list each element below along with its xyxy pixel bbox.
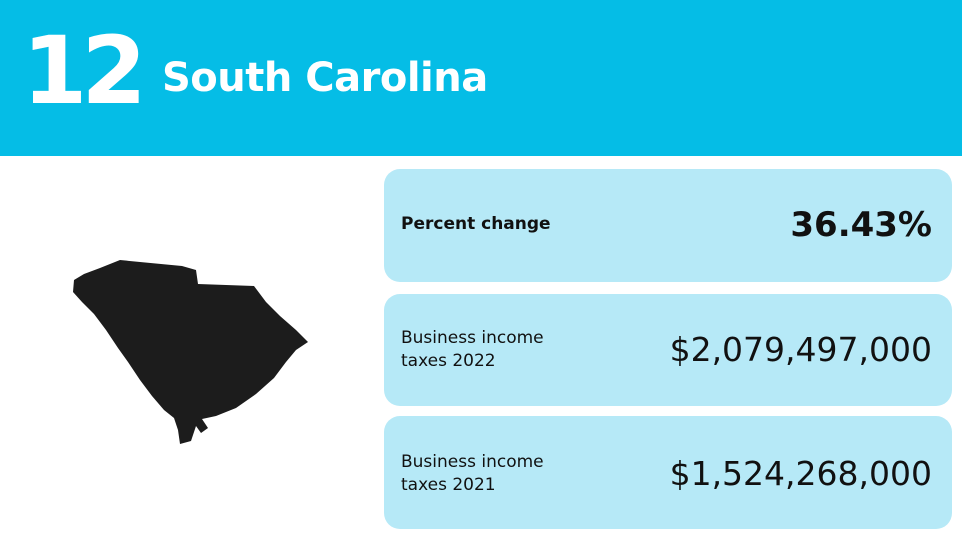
taxes-2022-value: $2,079,497,000 (669, 330, 932, 369)
rank-number: 12 (22, 17, 147, 126)
percent-change-card: Percent change 36.43% (384, 169, 952, 282)
taxes-2021-card: Business income taxes 2021 $1,524,268,00… (384, 416, 952, 529)
taxes-2022-card: Business income taxes 2022 $2,079,497,00… (384, 294, 952, 406)
taxes-2022-label: Business income taxes 2022 (401, 328, 544, 371)
south-carolina-map-icon (60, 250, 320, 460)
state-name: South Carolina (162, 55, 488, 101)
percent-change-value: 36.43% (790, 205, 932, 245)
header-banner: 12 South Carolina (0, 0, 962, 156)
percent-change-label: Percent change (401, 214, 551, 234)
taxes-2021-label: Business income taxes 2021 (401, 452, 544, 495)
taxes-2021-value: $1,524,268,000 (669, 454, 932, 493)
